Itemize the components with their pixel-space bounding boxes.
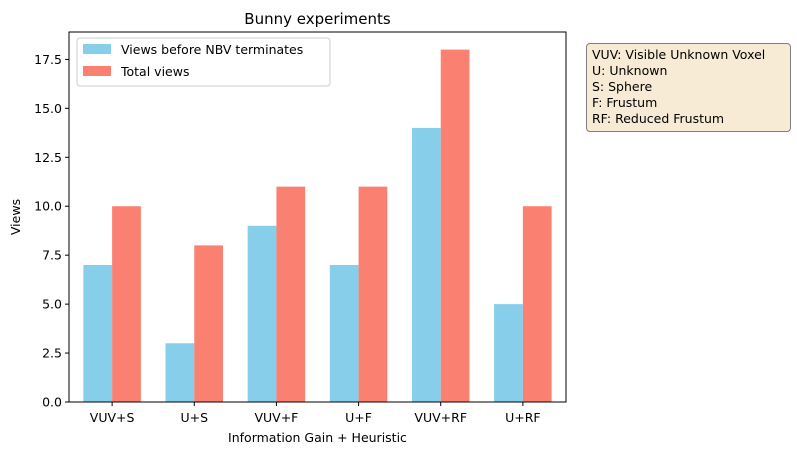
- y-tick-label: 5.0: [42, 297, 62, 312]
- y-axis: 0.0 2.5 5.0 7.5 10.0 12.5 15.0 17.5: [34, 52, 69, 410]
- x-tick-label: VUV+S: [90, 410, 135, 425]
- bars-layer: [83, 49, 552, 402]
- chart-title: Bunny experiments: [244, 10, 391, 28]
- note-line: F: Frustum: [592, 95, 658, 110]
- y-axis-label: Views: [8, 199, 23, 235]
- bar-views-before-nbv-terminates: [247, 225, 277, 402]
- x-axis: VUV+S U+S VUV+F U+F VUV+RF U+RF: [90, 402, 541, 425]
- bar-views-before-nbv-terminates: [411, 127, 441, 402]
- y-tick-label: 2.5: [42, 346, 62, 361]
- y-tick-label: 12.5: [34, 150, 62, 165]
- bar-views-before-nbv-terminates: [494, 304, 523, 402]
- note-line: S: Sphere: [592, 79, 653, 94]
- y-tick-label: 17.5: [34, 52, 62, 67]
- note-line: VUV: Visible Unknown Voxel: [592, 47, 766, 62]
- x-axis-label: Information Gain + Heuristic: [228, 430, 407, 445]
- legend-label: Total views: [120, 64, 189, 79]
- x-tick-label: VUV+F: [254, 410, 298, 425]
- y-tick-label: 15.0: [34, 101, 62, 116]
- y-tick-label: 7.5: [42, 248, 62, 263]
- x-tick-label: U+S: [180, 410, 208, 425]
- x-tick-label: U+F: [345, 410, 372, 425]
- bar-total-views: [276, 186, 306, 402]
- legend-label: Views before NBV terminates: [121, 42, 303, 57]
- plot-frame: [68, 31, 567, 403]
- y-tick-label: 0.0: [42, 395, 62, 410]
- bar-total-views: [358, 186, 388, 402]
- bar-total-views: [112, 206, 141, 402]
- legend-swatch: [83, 44, 111, 54]
- legend-frame: [76, 37, 331, 87]
- note-line: RF: Reduced Frustum: [592, 111, 725, 126]
- bar-total-views: [194, 245, 224, 402]
- bar-total-views: [440, 49, 470, 402]
- bar-views-before-nbv-terminates: [329, 264, 359, 402]
- legend-swatch: [83, 66, 111, 76]
- abbreviation-note: VUV: Visible Unknown Voxel U: Unknown S:…: [586, 43, 791, 132]
- bar-views-before-nbv-terminates: [165, 343, 195, 402]
- bar-total-views: [522, 206, 552, 402]
- bar-views-before-nbv-terminates: [83, 264, 113, 402]
- note-line: U: Unknown: [592, 63, 668, 78]
- y-tick-label: 10.0: [34, 199, 62, 214]
- x-tick-label: VUV+RF: [414, 410, 467, 425]
- x-tick-label: U+RF: [505, 410, 541, 425]
- legend: Views before NBV terminates Total views: [76, 37, 331, 87]
